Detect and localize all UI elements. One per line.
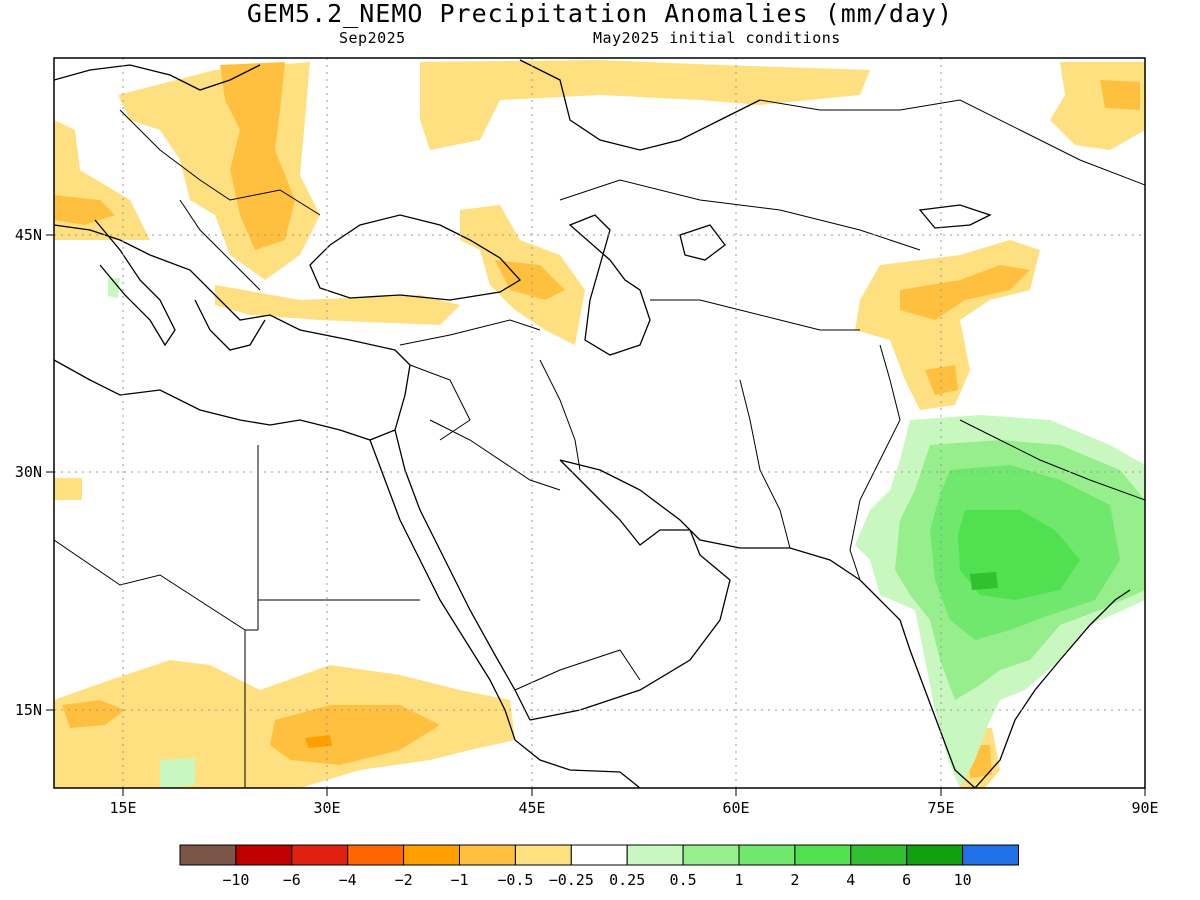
- aral-sea: [679, 224, 726, 261]
- anomaly-sahel-wet: [160, 758, 195, 788]
- colorbar-swatch: [794, 844, 852, 866]
- colorbar-swatch: [347, 844, 405, 866]
- colorbar-label: 0.5: [670, 871, 697, 889]
- anomaly-sahel-core: [270, 705, 440, 765]
- caspian-coast: [568, 214, 651, 356]
- colorbar-swatch: [906, 844, 964, 866]
- colorbar-swatch: [235, 844, 293, 866]
- colorbar-label: 2: [790, 871, 799, 889]
- colorbar-swatch: [570, 844, 628, 866]
- y-tick-30n: 30N: [15, 463, 42, 481]
- anomaly-tibet-core: [900, 265, 1030, 320]
- border-iraq-iran: [539, 359, 581, 471]
- map-frame: [53, 57, 1146, 789]
- border-russia-mongolia: [759, 99, 1145, 186]
- red-sea-coast-arabia: [394, 429, 531, 721]
- colorbar-label: −6: [283, 871, 301, 889]
- anomaly-sahel-max: [305, 735, 332, 748]
- anomaly-balkans: [215, 285, 460, 325]
- colorbar-swatch: [291, 844, 349, 866]
- border-jordan: [409, 364, 471, 441]
- border-saudi-north: [429, 419, 561, 491]
- colorbar-label: 0.25: [609, 871, 645, 889]
- coastlines: [54, 59, 1131, 788]
- colorbar-label: −4: [339, 871, 357, 889]
- colorbar-label: 10: [954, 871, 972, 889]
- initial-conditions: May2025 initial conditions: [593, 29, 841, 47]
- anomaly-west-africa-30n: [54, 478, 82, 500]
- tick-marks: [46, 234, 1146, 796]
- colorbar-label: 1: [734, 871, 743, 889]
- colorbar-swatch: [682, 844, 740, 866]
- colorbar-swatch: [850, 844, 908, 866]
- forecast-month: Sep2025: [339, 29, 406, 47]
- y-tick-45n: 45N: [15, 226, 42, 244]
- colorbar-swatch: [962, 844, 1019, 866]
- colorbar-swatch: [403, 844, 461, 866]
- border-europe-2: [179, 199, 261, 291]
- colorbar-label: −1: [450, 871, 468, 889]
- anomaly-india-wet-5: [970, 572, 998, 590]
- black-sea-coast: [309, 214, 522, 301]
- anomaly-sahel-core-west: [62, 700, 125, 728]
- colorbar-label: −10: [222, 871, 249, 889]
- colorbar-label: 4: [846, 871, 855, 889]
- arabia-coast: [529, 459, 731, 721]
- colorbar: −10 −6 −4 −2 −1 −0.5 −0.25 0.25 0.5 1 2 4 6 10: [179, 844, 1019, 889]
- anomaly-west-europe-core: [54, 195, 115, 225]
- border-central-asia: [650, 299, 860, 331]
- border-africa-west: [54, 539, 246, 788]
- anomaly-caucasus-core: [495, 260, 565, 300]
- mediterranean-coast: [54, 224, 411, 441]
- colorbar-label: 6: [902, 871, 911, 889]
- border-pakistan-india: [849, 344, 901, 581]
- colorbar-swatch: [626, 844, 684, 866]
- border-china-nepal: [959, 419, 1145, 501]
- colorbar-swatch: [738, 844, 796, 866]
- x-tick-75e: 75E: [927, 799, 954, 817]
- border-kazakhstan: [559, 179, 921, 251]
- anomaly-field: [54, 60, 1145, 788]
- x-tick-15e: 15E: [109, 799, 136, 817]
- border-iran-afghan: [739, 379, 791, 549]
- greece-coast: [194, 299, 266, 351]
- africa-coast: [514, 739, 641, 788]
- anomaly-north-band: [420, 60, 870, 150]
- border-saudi-yemen: [514, 649, 641, 691]
- italy-coast: [94, 219, 176, 347]
- graticule: [54, 58, 1145, 788]
- political-borders: [54, 99, 1145, 788]
- baltic-coast: [54, 64, 261, 91]
- anomaly-northeast-core: [1100, 80, 1140, 110]
- colorbar-swatch: [179, 844, 237, 866]
- red-sea-coast: [369, 439, 516, 741]
- x-tick-30e: 30E: [313, 799, 340, 817]
- x-tick-45e: 45E: [518, 799, 545, 817]
- colorbar-label: −2: [395, 871, 413, 889]
- border-turkey-syria: [399, 319, 541, 346]
- border-europe-1: [119, 109, 321, 216]
- balkhash-lake: [918, 204, 992, 229]
- colorbar-swatch: [459, 844, 516, 866]
- india-coast: [859, 579, 1131, 788]
- y-tick-15n: 15N: [15, 701, 42, 719]
- iran-coast: [559, 459, 861, 581]
- anomaly-balkans-wet: [108, 278, 120, 298]
- arctic-coast: [519, 59, 761, 151]
- colorbar-label: −0.5: [497, 871, 533, 889]
- anomaly-eastern-europe-core: [220, 62, 295, 250]
- map-title: GEM5.2_NEMO Precipitation Anomalies (mm/…: [246, 0, 954, 28]
- x-tick-60e: 60E: [722, 799, 749, 817]
- colorbar-label: −0.25: [549, 871, 594, 889]
- colorbar-swatch: [514, 844, 572, 866]
- x-tick-90e: 90E: [1131, 799, 1158, 817]
